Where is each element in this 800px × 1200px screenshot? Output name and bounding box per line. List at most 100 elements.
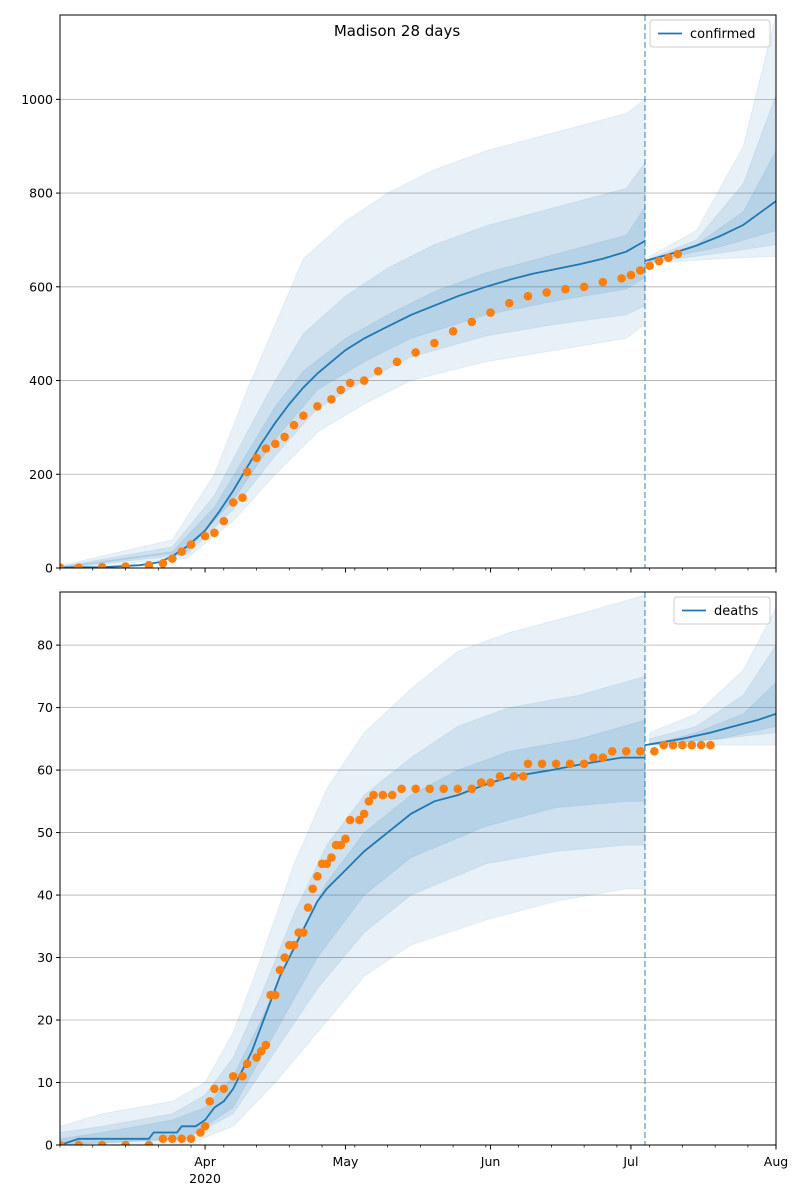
deaths-observed-point bbox=[355, 815, 364, 825]
confirmed-observed-point bbox=[327, 394, 336, 404]
confirmed-observed-point bbox=[654, 256, 664, 266]
confirmed-observed-point bbox=[313, 402, 322, 411]
confirmed-observed-point bbox=[60, 563, 65, 568]
confirmed-observed-point bbox=[373, 366, 383, 376]
deaths-observed-point bbox=[397, 784, 406, 794]
confirmed-observed-point bbox=[504, 298, 514, 308]
deaths-observed-point bbox=[275, 965, 285, 975]
confirmed-observed-point bbox=[542, 288, 551, 297]
confirmed-observed-point bbox=[664, 253, 673, 263]
deaths-observed-point bbox=[327, 853, 336, 862]
deaths-x-tick-label: Jul bbox=[622, 1154, 638, 1169]
deaths-observed-point bbox=[476, 778, 486, 787]
deaths-x-tick-label: Aug bbox=[764, 1154, 788, 1169]
deaths-forecast-line bbox=[644, 712, 776, 746]
deaths-observed-point bbox=[551, 759, 561, 769]
deaths-observed-point bbox=[308, 884, 318, 894]
deaths-axes-frame bbox=[59, 591, 777, 1146]
deaths-observed-point bbox=[635, 747, 645, 756]
deaths-observed-point bbox=[650, 747, 659, 756]
deaths-observed-point bbox=[565, 759, 575, 769]
confirmed-observed-point bbox=[448, 327, 458, 336]
deaths-observed-point bbox=[219, 1084, 229, 1094]
confirmed-observed-point bbox=[561, 284, 570, 294]
confirmed-observed-point bbox=[430, 338, 439, 348]
confirmed-axes-frame bbox=[59, 14, 777, 569]
deaths-observed-point bbox=[687, 740, 697, 750]
confirmed-chart-title: Madison 28 days bbox=[334, 22, 461, 40]
deaths-legend: deaths bbox=[673, 596, 771, 625]
confirmed-y-tick-label: 400 bbox=[29, 373, 53, 388]
confirmed-observed-point bbox=[345, 378, 355, 388]
deaths-observed-point bbox=[74, 1140, 84, 1145]
deaths-y-tick-label: 0 bbox=[45, 1138, 53, 1153]
deaths-observed-point bbox=[322, 859, 332, 869]
deaths-median-line bbox=[60, 756, 645, 1145]
confirmed-observed-point bbox=[228, 498, 238, 507]
deaths-observed-point bbox=[313, 872, 322, 881]
confirmed-observed-point bbox=[359, 376, 369, 385]
deaths-y-tick-label: 30 bbox=[37, 950, 53, 965]
deaths-observed-point bbox=[345, 815, 355, 825]
deaths-observed-point bbox=[659, 740, 668, 750]
confirmed-observed-point bbox=[219, 516, 229, 526]
confirmed-observed-point bbox=[299, 411, 308, 420]
deaths-observed-point bbox=[364, 797, 374, 806]
deaths-observed-point bbox=[439, 784, 449, 794]
deaths-observed-point bbox=[228, 1071, 238, 1081]
confirmed-observed-point bbox=[144, 560, 154, 568]
confirmed-legend-box bbox=[649, 19, 771, 48]
confirmed-observed-point bbox=[210, 528, 219, 538]
confirmed-observed-point bbox=[523, 291, 533, 301]
deaths-observed-point bbox=[359, 809, 369, 819]
deaths-observed-point bbox=[261, 1040, 271, 1050]
confirmed-observed-point bbox=[673, 249, 683, 259]
deaths-observed-point bbox=[60, 1140, 65, 1145]
deaths-observed-point bbox=[144, 1140, 154, 1145]
deaths-observed-point bbox=[453, 784, 463, 794]
confirmed-observed-point bbox=[467, 317, 477, 327]
confirmed-observed-point bbox=[242, 467, 252, 477]
confirmed-observed-point bbox=[121, 562, 130, 568]
confirmed-observed-point bbox=[486, 308, 495, 317]
deaths-band-middle bbox=[60, 675, 646, 1145]
deaths-observed-point bbox=[270, 990, 280, 1000]
confirmed-observed-point bbox=[177, 547, 186, 556]
deaths-observed-point bbox=[518, 772, 528, 781]
deaths-observed-point bbox=[210, 1084, 219, 1094]
deaths-observed-point bbox=[523, 759, 533, 769]
deaths-observed-point bbox=[369, 790, 378, 800]
confirmed-band-inner bbox=[60, 205, 646, 568]
deaths-observed-point bbox=[696, 740, 706, 750]
confirmed-observed-point bbox=[252, 453, 261, 463]
confirmed-observed-point bbox=[579, 282, 589, 292]
confirmed-plot-area bbox=[60, 15, 776, 568]
deaths-x-tick-label: May bbox=[333, 1154, 359, 1169]
deaths-observed-point bbox=[341, 834, 350, 844]
deaths-observed-point bbox=[509, 772, 519, 781]
deaths-observed-point bbox=[97, 1140, 107, 1145]
confirmed-observed-point bbox=[336, 385, 346, 395]
deaths-y-tick-label: 60 bbox=[37, 763, 53, 778]
confirmed-observed-point bbox=[617, 274, 626, 283]
deaths-observed-point bbox=[411, 784, 420, 794]
confirmed-y-tick-label: 800 bbox=[29, 186, 53, 201]
deaths-y-tick-label: 80 bbox=[37, 638, 53, 653]
confirmed-observed-point bbox=[200, 531, 210, 541]
deaths-observed-point bbox=[495, 772, 505, 781]
confirmed-observed-point bbox=[645, 261, 654, 271]
deaths-observed-point bbox=[621, 747, 631, 756]
confirmed-observed-point bbox=[97, 562, 107, 568]
confirmed-legend-label: confirmed bbox=[690, 27, 756, 42]
deaths-legend-box bbox=[673, 596, 771, 625]
deaths-observed-point bbox=[256, 1046, 266, 1056]
deaths-observed-point bbox=[177, 1134, 186, 1144]
confirmed-y-tick-label: 600 bbox=[29, 279, 53, 294]
deaths-observed-point bbox=[168, 1134, 177, 1144]
confirmed-observed-point bbox=[635, 266, 645, 275]
deaths-band-outer-forecast bbox=[649, 607, 776, 746]
deaths-observed-point bbox=[196, 1128, 205, 1137]
deaths-x-tick-sublabel: 2020 bbox=[189, 1171, 221, 1186]
deaths-observed-point bbox=[121, 1140, 130, 1145]
